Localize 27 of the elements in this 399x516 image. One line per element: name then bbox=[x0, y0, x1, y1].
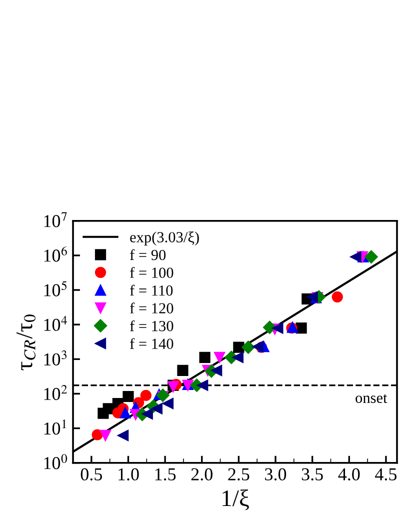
legend-label: f = 130 bbox=[130, 320, 174, 332]
x-tick-label: 2.0 bbox=[191, 468, 212, 480]
legend-label: f = 110 bbox=[130, 284, 173, 296]
y-tick-label: 10$^{1}$ bbox=[44, 420, 66, 435]
y-tick-label: 10$^{7}$ bbox=[44, 212, 67, 228]
y-tick-label: 10$^{4}$ bbox=[44, 316, 68, 331]
legend-label: f = 90 bbox=[130, 249, 166, 260]
x-tick-label: 3.5 bbox=[302, 468, 323, 480]
y-axis-title: τ$_{CR}$/τ$_{0}$ bbox=[16, 314, 36, 370]
x-axis-title: 1/ξ bbox=[222, 490, 249, 510]
legend-label: f = 140 bbox=[130, 338, 174, 349]
x-tick-label: 1.0 bbox=[118, 468, 139, 480]
legend-label: exp(3.03/ξ) bbox=[130, 232, 199, 246]
x-tick-label: 4.0 bbox=[338, 468, 360, 480]
x-tick-label: 2.5 bbox=[228, 468, 250, 480]
x-tick-label: 3.0 bbox=[265, 468, 286, 480]
legend-label: f = 120 bbox=[130, 302, 174, 314]
x-tick-label: 1.5 bbox=[155, 468, 176, 480]
y-tick-label: 10$^{6}$ bbox=[44, 246, 67, 262]
y-tick-label: 10$^{0}$ bbox=[44, 454, 68, 470]
y-tick-label: 10$^{2}$ bbox=[44, 384, 68, 400]
legend-label: f = 100 bbox=[130, 267, 174, 278]
x-tick-label: 4.5 bbox=[375, 468, 397, 480]
x-tick-label: 0.5 bbox=[80, 468, 102, 480]
y-tick-label: 10$^{5}$ bbox=[44, 281, 67, 296]
y-tick-label: 10$^{3}$ bbox=[44, 350, 66, 366]
ref-line-label: onset bbox=[356, 394, 388, 403]
